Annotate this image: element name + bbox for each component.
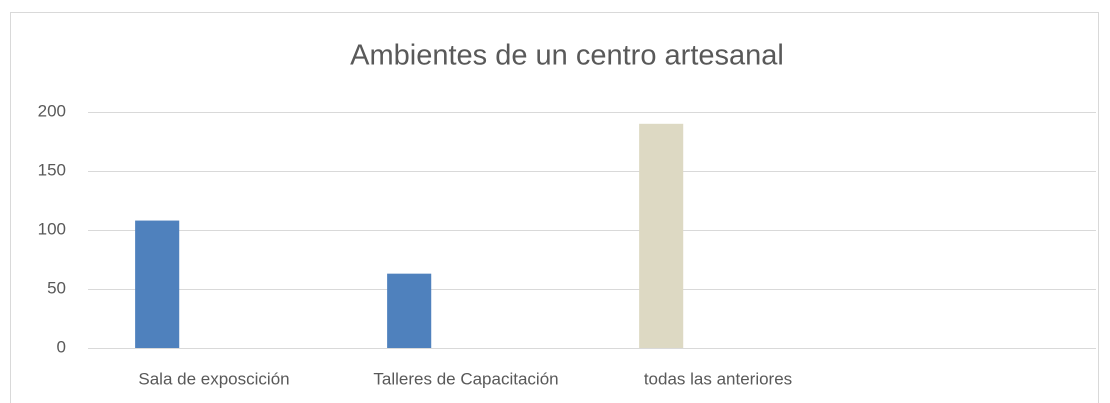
y-tick-label: 150 bbox=[38, 160, 66, 179]
bar bbox=[135, 220, 180, 348]
y-tick-label: 200 bbox=[38, 101, 66, 120]
chart-title: Ambientes de un centro artesanal bbox=[350, 40, 784, 72]
y-tick-label: 0 bbox=[57, 337, 66, 356]
chart-border bbox=[10, 12, 1099, 403]
bar bbox=[639, 123, 684, 348]
x-tick-label: todas las anteriores bbox=[644, 369, 792, 388]
y-tick-label: 50 bbox=[47, 278, 66, 297]
y-tick-label: 100 bbox=[38, 219, 66, 238]
bar bbox=[387, 273, 432, 348]
x-tick-label: Sala de exposcición bbox=[138, 369, 289, 388]
x-tick-label: Talleres de Capacitación bbox=[373, 369, 558, 388]
